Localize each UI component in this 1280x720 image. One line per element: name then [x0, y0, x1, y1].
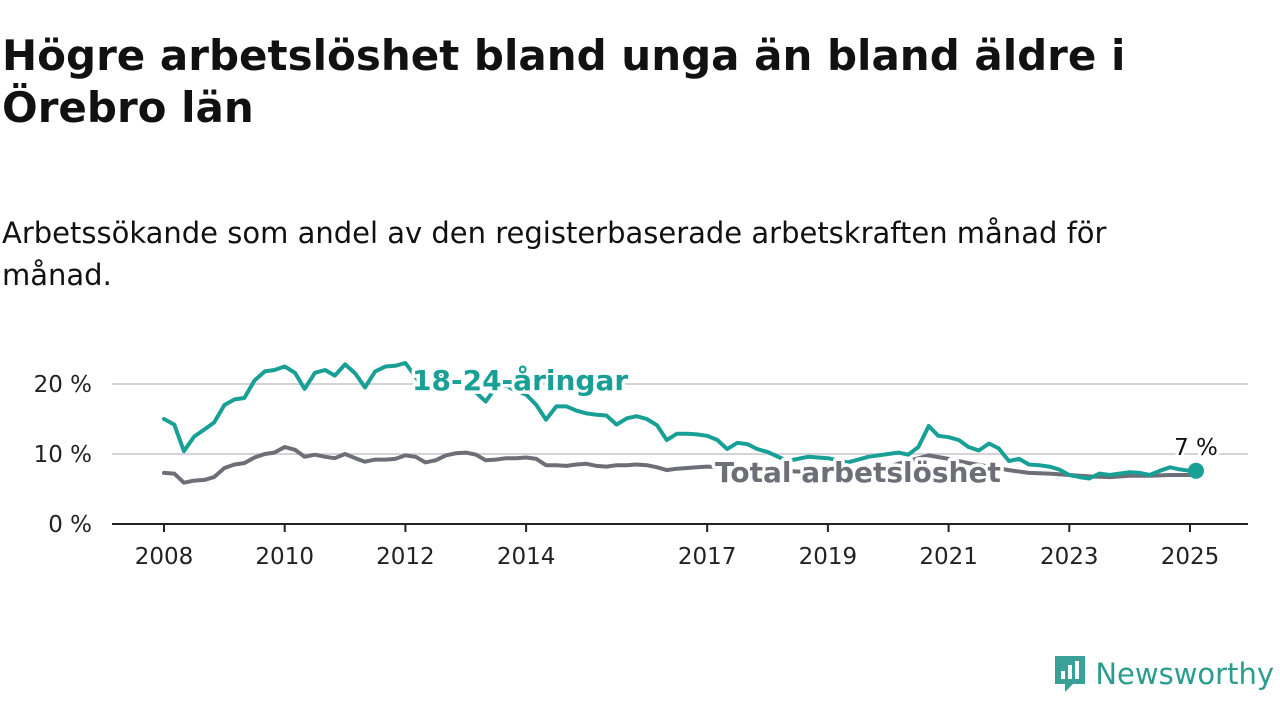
series-line-youth — [162, 361, 1192, 481]
newsworthy-logo-icon — [1055, 656, 1086, 692]
chart-title: Högre arbetslöshet bland unga än bland ä… — [2, 31, 1126, 132]
x-tick-label: 2021 — [919, 544, 978, 570]
brand-name: Newsworthy — [1095, 657, 1274, 691]
chart-subtitle: Arbetssökande som andel av den registerb… — [2, 216, 1107, 292]
x-tick-label: 2014 — [497, 544, 556, 570]
x-axis: 2008 2010 2012 2014 2017 2019 2021 2023 2025 — [112, 523, 1248, 570]
x-tick-label: 2017 — [678, 544, 737, 570]
end-marker: 7 % — [1171, 432, 1221, 479]
x-tick-label: 2025 — [1161, 544, 1220, 570]
y-axis: 0 % 10 % 20 % — [34, 372, 92, 538]
series-label-total: Total arbetslöshet — [715, 456, 1001, 489]
series-labels: 18-24-åringar Total arbetslöshet — [409, 361, 1005, 493]
series-label-youth: 18-24-åringar — [412, 364, 628, 397]
y-tick-label: 10 % — [34, 442, 92, 468]
x-tick-label: 2012 — [376, 544, 435, 570]
x-tick-label: 2023 — [1040, 544, 1099, 570]
x-tick-label: 2010 — [255, 544, 314, 570]
end-value-label: 7 % — [1174, 435, 1218, 461]
line-chart: 0 % 10 % 20 % 2008 2010 2012 2014 2017 2019 2021… — [34, 361, 1248, 570]
end-point-marker — [1188, 462, 1204, 479]
brand-logo: Newsworthy — [1053, 654, 1274, 694]
x-tick-label: 2008 — [135, 544, 194, 570]
series-lines — [162, 361, 1192, 485]
y-tick-label: 0 % — [48, 512, 92, 538]
x-tick-label: 2019 — [799, 544, 858, 570]
gridlines — [112, 383, 1248, 455]
series-line-total — [162, 445, 1192, 485]
y-tick-label: 20 % — [34, 372, 92, 398]
